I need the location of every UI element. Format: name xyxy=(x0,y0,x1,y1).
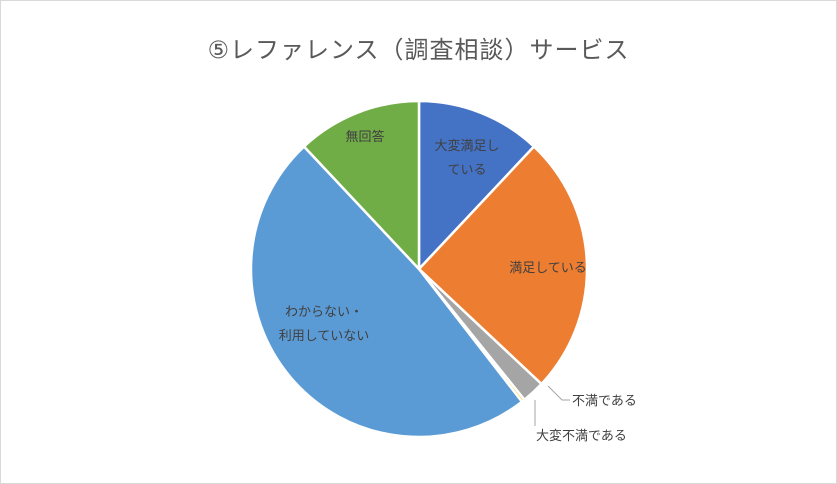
pie-slice xyxy=(417,144,589,386)
slice-label: 大変満足している xyxy=(434,138,499,178)
slice-label: 大変不満である xyxy=(536,428,627,444)
slice-label: 満足している xyxy=(509,261,587,276)
pie-slice xyxy=(302,99,421,273)
label-leader-line xyxy=(547,385,570,401)
pie-slice xyxy=(249,144,524,439)
chart-title: ⑤レファレンス（調査相談）サービス xyxy=(207,36,630,64)
slice-label: わからない・利用していない xyxy=(279,305,370,344)
slice-label: 無回答 xyxy=(345,129,384,145)
slice-label: 不満である xyxy=(572,394,637,409)
pie-slice xyxy=(417,99,536,273)
